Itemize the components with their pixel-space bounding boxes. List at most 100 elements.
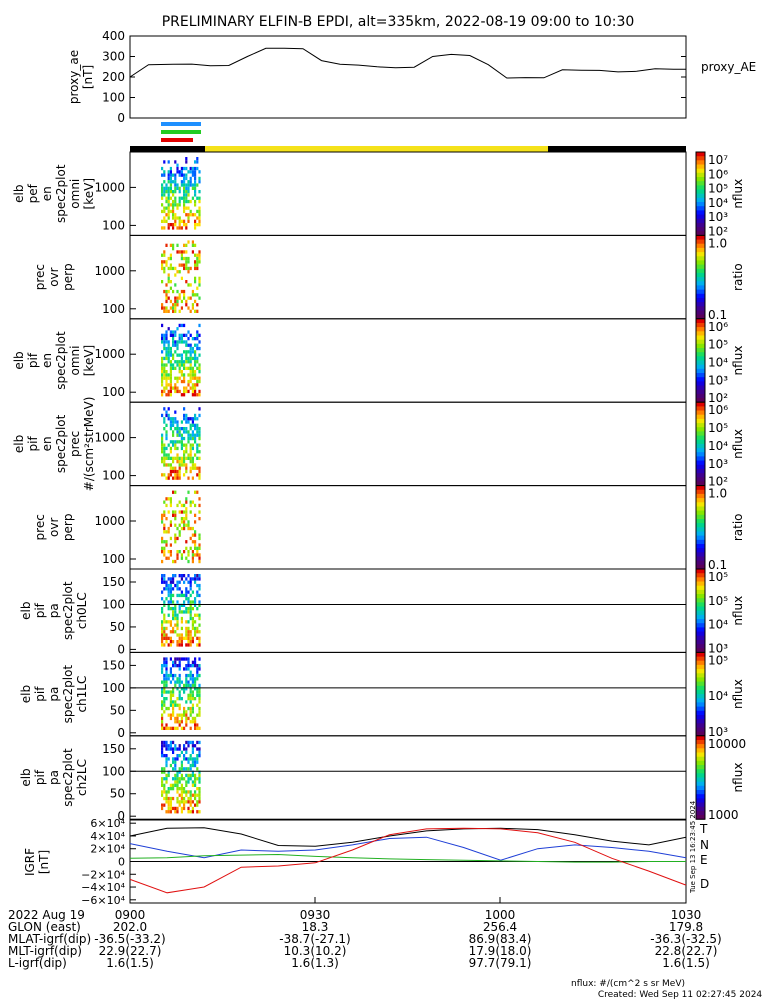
spectrogram-pixel bbox=[178, 226, 181, 230]
spectrogram-axis-label: ch2LC bbox=[75, 759, 89, 796]
igrf-line-D bbox=[129, 827, 687, 894]
spectrogram-tick-label: 100 bbox=[102, 469, 125, 483]
spectrogram-pixel bbox=[183, 196, 186, 200]
spectrogram-pixel bbox=[194, 393, 197, 397]
colorbar-title: ratio bbox=[731, 263, 745, 291]
spectrogram-pixel bbox=[161, 664, 164, 668]
spectrogram-pixel bbox=[198, 370, 201, 374]
spectrogram-pixel bbox=[187, 240, 190, 244]
spectrogram-pixel bbox=[185, 587, 188, 591]
spectrogram-pixel bbox=[198, 219, 201, 223]
spectrogram-pixel bbox=[183, 350, 186, 354]
spectrogram-pixel bbox=[172, 713, 175, 717]
spectrogram-pixel bbox=[180, 590, 183, 594]
colorbar-cell bbox=[696, 673, 705, 678]
colorbar-label: 10⁵ bbox=[708, 182, 728, 196]
spectrogram-pixel bbox=[194, 173, 197, 177]
spectrogram-pixel bbox=[161, 383, 164, 387]
spectrogram-pixel bbox=[191, 703, 194, 707]
spectrogram-pixel bbox=[165, 757, 168, 761]
time-axis-value: 1000 bbox=[485, 908, 516, 922]
spectrogram-pixel bbox=[172, 340, 175, 344]
spectrogram-pixel bbox=[198, 250, 201, 254]
spectrogram-pixel bbox=[180, 363, 183, 367]
spectrogram-pixel bbox=[169, 670, 172, 674]
spectrogram-pixel bbox=[187, 523, 190, 527]
spectrogram-pixel bbox=[165, 299, 168, 304]
spectrogram-pixel bbox=[176, 340, 179, 344]
spectrogram-pixel bbox=[163, 333, 166, 337]
spectrogram-pixel bbox=[185, 680, 188, 684]
spectrogram-pixel bbox=[185, 427, 188, 431]
spectrogram-pixel bbox=[180, 577, 183, 581]
colorbar-cell bbox=[696, 631, 705, 637]
spectrogram-pixel bbox=[185, 643, 188, 647]
spectrogram-pixel bbox=[180, 574, 183, 578]
spectrogram-pixel bbox=[196, 800, 199, 804]
spectrogram-pixel bbox=[185, 780, 188, 784]
spectrogram-pixel bbox=[165, 667, 168, 671]
spectrogram-pixel bbox=[178, 173, 181, 177]
spectrogram-pixel bbox=[174, 196, 177, 200]
spectrogram-pixel bbox=[163, 289, 166, 294]
spectrogram-pixel bbox=[185, 513, 188, 517]
spectrogram-pixel bbox=[180, 796, 183, 801]
spectrogram-pixel bbox=[187, 559, 190, 564]
status-strip-black-left bbox=[130, 146, 205, 152]
spectrogram-pixel bbox=[174, 517, 177, 521]
spectrogram-pixel bbox=[187, 620, 190, 624]
spectrogram-pixel bbox=[176, 620, 179, 624]
spectrogram-pixel bbox=[165, 760, 168, 764]
spectrogram-pixel bbox=[178, 219, 181, 223]
spectrogram-pixel bbox=[178, 186, 181, 190]
spectrogram-pixel bbox=[185, 700, 188, 704]
spectrogram-pixel bbox=[189, 350, 192, 354]
footer-created: Created: Wed Sep 11 02:27:45 2024 bbox=[598, 990, 763, 1000]
spectrogram-pixel bbox=[185, 657, 188, 661]
spectrogram-pixel bbox=[174, 574, 177, 578]
spectrogram-axis-label: prec bbox=[33, 264, 47, 290]
spectrogram-pixel bbox=[161, 590, 164, 594]
spectrogram-pixel bbox=[169, 553, 172, 557]
spectrogram-pixel bbox=[169, 383, 172, 387]
spectrogram-pixel bbox=[194, 677, 197, 681]
colorbar-cell bbox=[696, 189, 705, 195]
spectrogram-pixel bbox=[163, 603, 166, 607]
spectrogram-pixel bbox=[187, 810, 190, 814]
spectrogram-pixel bbox=[165, 664, 168, 668]
spectrogram-pixel bbox=[163, 620, 166, 624]
spectrogram-axis-label: prec bbox=[68, 431, 82, 457]
spectrogram-pixel bbox=[169, 306, 172, 310]
spectrogram-pixel bbox=[191, 417, 194, 421]
spectrogram-pixel bbox=[165, 340, 168, 344]
spectrogram-pixel bbox=[174, 383, 177, 387]
spectrogram-pixel bbox=[161, 196, 164, 200]
colorbar-cell bbox=[696, 527, 705, 532]
colorbar-cell bbox=[696, 706, 705, 712]
spectrogram-tick-label: 1000 bbox=[94, 347, 125, 361]
spectrogram-pixel bbox=[194, 299, 197, 304]
colorbar-cell bbox=[696, 806, 705, 812]
spectrogram-pixel bbox=[180, 593, 183, 598]
spectrogram-pixel bbox=[191, 600, 194, 604]
spectrogram-pixel bbox=[176, 183, 179, 187]
spectrogram-pixel bbox=[191, 350, 194, 354]
spectrogram-pixel bbox=[185, 450, 188, 454]
spectrogram-pixel bbox=[172, 806, 175, 811]
spectrogram-pixel bbox=[185, 740, 188, 745]
spectrogram-pixel bbox=[167, 590, 170, 594]
spectrogram-pixel bbox=[174, 473, 177, 477]
spectrogram-pixel bbox=[196, 687, 199, 691]
spectrogram-pixel bbox=[172, 460, 175, 464]
spectrogram-pixel bbox=[167, 806, 170, 811]
spectrogram-pixel bbox=[174, 350, 177, 354]
spectrogram-pixel bbox=[161, 703, 164, 707]
spectrogram-pixel bbox=[165, 633, 168, 637]
spectrogram-pixels bbox=[161, 490, 201, 564]
spectrogram-pixel bbox=[172, 206, 175, 210]
colorbar-cell bbox=[696, 464, 705, 470]
spectrogram-pixel bbox=[198, 793, 201, 797]
spectrogram-pixel bbox=[163, 190, 166, 194]
